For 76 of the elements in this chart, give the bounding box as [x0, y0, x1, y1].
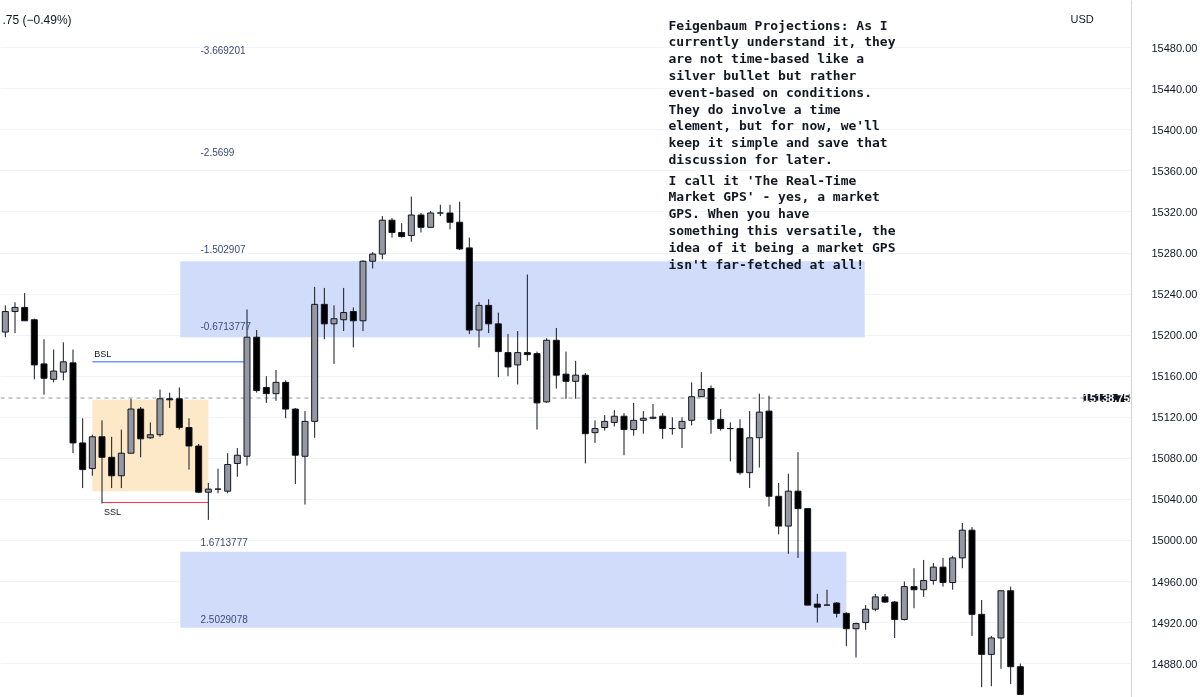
candlestick — [823, 589, 831, 606]
candlestick — [185, 417, 193, 471]
candlestick — [485, 298, 493, 334]
candlestick — [320, 287, 328, 340]
candlestick — [523, 274, 531, 362]
annotation: USD — [1070, 12, 1094, 25]
annotation: I call it 'The Real-Time Market GPS' - yes, a market GPS. When you have something this versatile, the idea of it being a market GPS isn't far-fetched at all! — [668, 172, 896, 272]
candlestick — [407, 196, 415, 243]
candlestick — [659, 412, 667, 440]
y-tick-label: 15440.00 — [1151, 82, 1198, 95]
candlestick — [562, 351, 570, 400]
candlestick — [910, 567, 918, 609]
candlestick — [939, 557, 947, 588]
candlestick — [262, 375, 270, 404]
candlestick — [40, 338, 48, 396]
candlestick — [388, 217, 396, 239]
candlestick — [649, 403, 657, 420]
y-tick-label: 14960.00 — [1151, 575, 1198, 588]
y-tick-label: 15160.00 — [1151, 370, 1198, 383]
candlestick — [688, 381, 696, 426]
candlestick — [204, 482, 212, 521]
annotation: 2.5029078 — [200, 613, 249, 625]
annotation: 1.6713777 — [200, 536, 249, 548]
candlestick — [349, 306, 357, 348]
candlestick — [446, 204, 454, 230]
candlestick — [813, 593, 821, 624]
y-tick-label: 14880.00 — [1151, 657, 1198, 670]
candlestick — [11, 301, 19, 334]
candlestick — [50, 349, 58, 383]
y-tick-label: 15120.00 — [1151, 411, 1198, 424]
y-tick-label: 15320.00 — [1151, 205, 1198, 218]
text: Feigenbaum Projections: As I currently understand it, they are not time-based like a silver bullet but rather event-based on conditions. They do involve a time element, but for now, we'll keep it simple and save that discussion for later. — [668, 17, 896, 167]
candlestick — [214, 468, 222, 494]
candlestick — [59, 341, 67, 381]
annotation: -2.5699 — [200, 146, 235, 158]
candlestick — [920, 559, 928, 598]
candlestick — [591, 419, 599, 444]
y-tick-label: 15280.00 — [1151, 247, 1198, 260]
candlestick — [340, 287, 348, 332]
ref-line-label: SSL — [103, 507, 121, 518]
candlestick — [929, 562, 937, 586]
candlestick — [504, 333, 512, 377]
y-tick-label: 14920.00 — [1151, 616, 1198, 629]
candlestick — [987, 635, 995, 687]
candlestick — [233, 447, 241, 478]
y-tick-label: 15480.00 — [1151, 41, 1198, 54]
y-tick-label: 15040.00 — [1151, 493, 1198, 506]
candlestick — [21, 292, 29, 322]
candlestick — [108, 436, 116, 489]
candlestick — [717, 408, 725, 432]
candlestick — [1, 304, 9, 338]
annotation: -1.502907 — [200, 243, 246, 255]
candlestick — [514, 330, 522, 385]
candlestick — [98, 419, 106, 504]
candlestick — [620, 412, 628, 456]
ref-line-label: 15138.75 — [1083, 392, 1130, 405]
ref-line-label: BSL — [94, 348, 112, 359]
candlestick — [678, 416, 686, 449]
candlestick — [630, 402, 638, 437]
candlestick — [639, 410, 647, 435]
candlestick — [852, 622, 860, 658]
candlestick — [794, 451, 802, 559]
y-tick-label: 15000.00 — [1151, 534, 1198, 547]
candlestick — [862, 604, 870, 631]
candlestick — [842, 611, 850, 647]
candlestick — [891, 600, 899, 639]
annotation: .75 (−0.49%) — [2, 12, 72, 27]
y-tick-label: 15360.00 — [1151, 164, 1198, 177]
candlestick — [117, 429, 125, 489]
y-tick-label: 15200.00 — [1151, 329, 1198, 342]
y-tick-label: 15240.00 — [1151, 288, 1198, 301]
y-tick-label: 15400.00 — [1151, 123, 1198, 136]
annotation: -3.669201 — [200, 44, 246, 56]
candlestick — [330, 304, 338, 365]
y-tick-label: 15080.00 — [1151, 452, 1198, 465]
candlestick — [417, 212, 425, 233]
